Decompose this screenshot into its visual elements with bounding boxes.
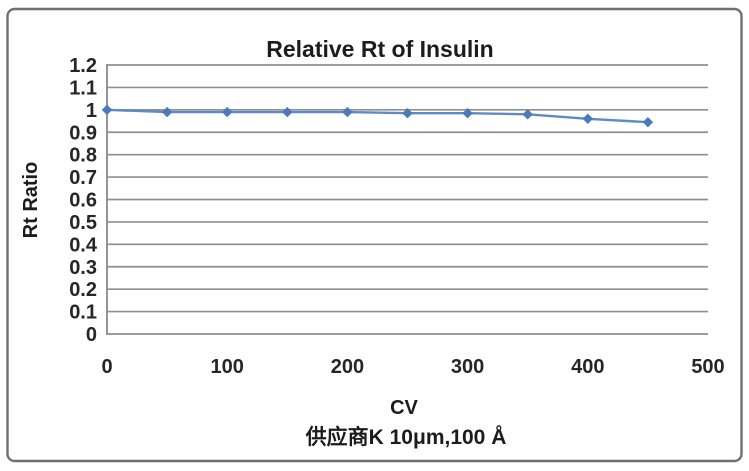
chart-frame-border	[6, 7, 743, 463]
series-line	[106, 108, 648, 124]
x-axis-title: CV	[390, 397, 418, 419]
chart-title: Relative Rt of Insulin	[266, 36, 493, 62]
x-axis-tick-label: 500	[691, 356, 724, 378]
y-axis-tick-label: 0.2	[69, 279, 97, 301]
data-point-marker	[582, 113, 593, 124]
data-series	[101, 104, 654, 128]
y-axis-tick-label: 0.4	[69, 234, 98, 256]
data-point-marker	[222, 106, 233, 118]
x-axis-tick-labels: 0 100 200 300 400 500	[101, 356, 724, 378]
x-axis-tick-label: 100	[211, 356, 244, 378]
data-point-marker	[462, 107, 473, 119]
data-point-marker	[161, 106, 173, 118]
y-axis-tick-labels: 00.10.20.30.40.50.60.70.80.911.11.2	[69, 55, 98, 346]
y-axis-tick-label: 1.2	[69, 55, 97, 77]
data-point-marker	[342, 106, 353, 118]
y-axis-tick-label: 1	[86, 100, 97, 122]
y-axis-tick-label: 0	[86, 324, 97, 346]
x-axis-tick-label: 0	[101, 356, 112, 378]
data-point-marker	[522, 109, 533, 120]
y-axis-tick-label: 1.1	[69, 77, 97, 99]
x-axis-tick-label: 400	[571, 356, 604, 378]
y-axis-tick-label: 0.5	[69, 212, 97, 234]
y-axis-tick-label: 0.3	[69, 257, 97, 279]
data-point-marker	[101, 104, 113, 116]
y-axis-title: Rt Ratio	[20, 162, 42, 239]
y-axis-tick-label: 0.8	[69, 145, 97, 167]
plot-gridlines	[106, 64, 708, 335]
data-point-marker	[642, 116, 654, 128]
y-axis-tick-label: 0.1	[69, 302, 97, 324]
data-point-marker	[282, 106, 293, 118]
y-axis-tick-label: 0.7	[69, 167, 97, 189]
y-axis-tick-label: 0.6	[69, 190, 97, 212]
y-axis-tick-label: 0.9	[69, 122, 97, 144]
x-axis-tick-label: 200	[331, 356, 364, 378]
x-axis-tick-label: 300	[451, 356, 484, 378]
chart-caption: 供应商K 10μm,100 Å	[305, 425, 507, 449]
data-point-marker	[402, 107, 413, 119]
